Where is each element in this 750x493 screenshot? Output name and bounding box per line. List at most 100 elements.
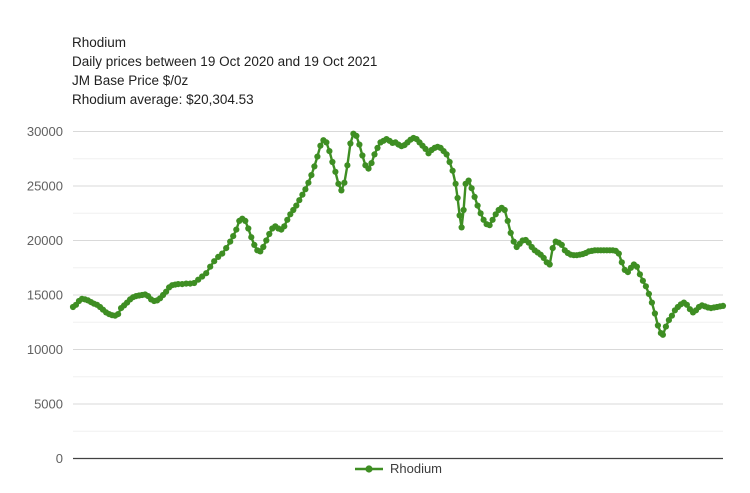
data-point-marker bbox=[335, 180, 342, 187]
chart-unit-line: JM Base Price $/0z bbox=[72, 73, 189, 88]
data-point-marker bbox=[323, 139, 330, 146]
data-point-marker bbox=[317, 142, 324, 149]
data-point-marker bbox=[446, 158, 453, 166]
data-point-marker bbox=[251, 241, 258, 248]
legend: Rhodium bbox=[73, 461, 723, 476]
price-line bbox=[71, 132, 725, 336]
data-point-marker bbox=[651, 310, 659, 317]
data-point-marker bbox=[296, 197, 303, 204]
data-point-marker bbox=[302, 186, 309, 193]
data-point-marker bbox=[645, 290, 653, 297]
data-point-marker bbox=[422, 145, 429, 152]
data-point-marker bbox=[460, 206, 467, 214]
data-point-marker bbox=[299, 191, 306, 198]
data-point-marker bbox=[353, 132, 360, 139]
data-point-marker bbox=[501, 206, 508, 214]
data-point-marker bbox=[281, 223, 288, 230]
data-point-marker bbox=[233, 226, 240, 233]
data-point-marker bbox=[359, 152, 366, 159]
data-point-marker bbox=[260, 243, 267, 251]
data-point-marker bbox=[223, 245, 230, 252]
chart-title-block: Rhodium Daily prices between 19 Oct 2020… bbox=[72, 33, 377, 109]
y-tick-label: 0 bbox=[56, 451, 63, 466]
data-point-marker bbox=[510, 238, 517, 245]
data-point-marker bbox=[654, 322, 662, 329]
data-point-marker bbox=[284, 216, 291, 223]
y-tick-label: 30000 bbox=[27, 124, 63, 139]
data-point-marker bbox=[454, 194, 461, 202]
data-point-marker bbox=[456, 212, 463, 219]
data-point-marker bbox=[719, 302, 727, 309]
legend-label[interactable]: Rhodium bbox=[389, 461, 443, 476]
data-point-marker bbox=[480, 216, 487, 223]
y-tick-label: 25000 bbox=[27, 179, 63, 194]
data-point-marker bbox=[203, 270, 210, 277]
data-point-marker bbox=[115, 311, 122, 318]
data-point-marker bbox=[452, 180, 459, 187]
y-tick-label: 10000 bbox=[27, 342, 63, 357]
data-point-marker bbox=[504, 217, 511, 224]
data-point-marker bbox=[659, 331, 667, 338]
data-point-marker bbox=[347, 140, 354, 147]
data-point-marker bbox=[356, 141, 363, 148]
data-point-marker bbox=[558, 241, 565, 248]
data-point-marker bbox=[329, 158, 336, 166]
data-point-marker bbox=[489, 216, 496, 223]
data-point-marker bbox=[468, 185, 475, 192]
data-point-marker bbox=[648, 299, 656, 306]
data-point-marker bbox=[308, 172, 315, 179]
data-point-marker bbox=[245, 225, 252, 232]
data-point-marker bbox=[293, 202, 300, 209]
data-point-marker bbox=[549, 245, 556, 252]
data-point-marker bbox=[525, 239, 532, 246]
data-point-marker bbox=[546, 261, 553, 268]
data-point-marker bbox=[618, 259, 625, 266]
data-point-marker bbox=[211, 258, 218, 265]
data-point-marker bbox=[163, 288, 170, 295]
data-point-marker bbox=[227, 238, 234, 245]
data-point-marker bbox=[263, 237, 270, 244]
data-point-marker bbox=[443, 151, 450, 158]
data-point-marker bbox=[290, 206, 297, 214]
data-point-marker bbox=[624, 269, 632, 276]
data-point-marker bbox=[449, 167, 456, 174]
data-point-marker bbox=[287, 211, 294, 218]
data-point-marker bbox=[633, 263, 641, 270]
data-point-marker bbox=[219, 250, 226, 257]
data-point-marker bbox=[458, 224, 465, 231]
data-point-marker bbox=[311, 163, 318, 170]
data-point-marker bbox=[314, 153, 321, 160]
chart-average-line: Rhodium average: $20,304.53 bbox=[72, 92, 254, 107]
data-point-marker bbox=[305, 179, 312, 186]
data-point-marker bbox=[338, 187, 345, 194]
legend-marker-icon bbox=[354, 464, 384, 474]
data-point-marker bbox=[371, 151, 378, 158]
data-point-marker bbox=[683, 301, 691, 308]
data-point-marker bbox=[326, 148, 333, 155]
data-point-marker bbox=[642, 283, 650, 290]
data-point-marker bbox=[477, 210, 484, 217]
data-point-marker bbox=[639, 277, 647, 284]
data-point-marker bbox=[668, 312, 676, 319]
data-point-marker bbox=[540, 254, 547, 261]
y-tick-label: 15000 bbox=[27, 288, 63, 303]
chart-subtitle: Daily prices between 19 Oct 2020 and 19 … bbox=[72, 54, 378, 69]
data-point-marker bbox=[368, 160, 375, 167]
data-point-marker bbox=[242, 217, 249, 224]
data-point-marker bbox=[507, 229, 514, 236]
data-point-marker bbox=[374, 144, 381, 151]
data-point-marker bbox=[471, 193, 478, 200]
data-point-marker bbox=[474, 202, 481, 209]
data-point-marker bbox=[344, 162, 351, 169]
data-point-marker bbox=[665, 317, 673, 324]
data-point-marker bbox=[266, 230, 273, 238]
data-point-marker bbox=[207, 263, 214, 270]
y-tick-label: 5000 bbox=[34, 397, 63, 412]
data-point-marker bbox=[492, 211, 499, 218]
data-point-marker bbox=[341, 179, 348, 186]
data-point-marker bbox=[465, 177, 472, 184]
data-point-marker bbox=[365, 165, 372, 172]
data-point-marker bbox=[332, 168, 339, 175]
